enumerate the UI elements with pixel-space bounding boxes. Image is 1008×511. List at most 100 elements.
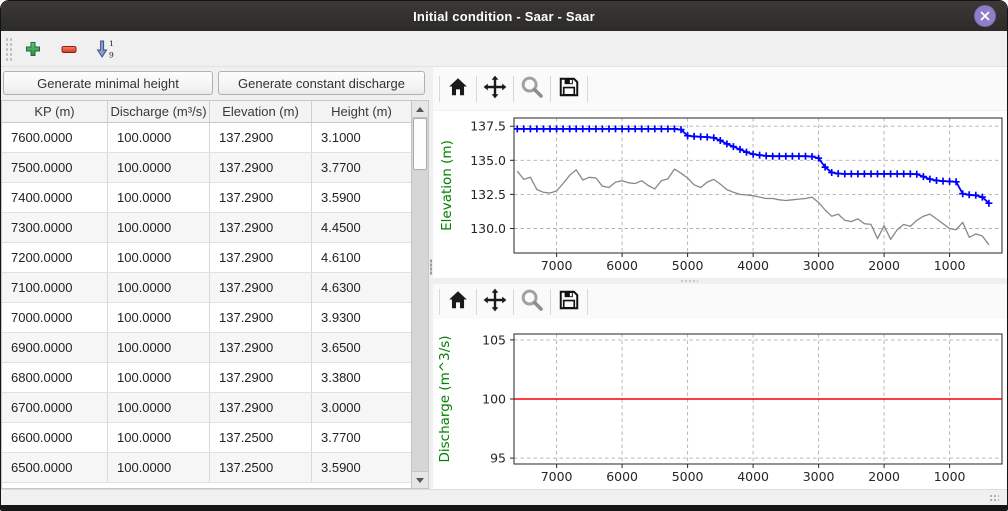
table-cell[interactable]: 6600.0000 [2,423,108,452]
table-cell[interactable]: 100.0000 [108,243,210,272]
table-cell[interactable]: 6900.0000 [2,333,108,362]
save-icon [558,76,580,101]
column-header[interactable]: Elevation (m) [210,101,312,122]
save-button[interactable] [551,73,587,105]
home-button[interactable] [440,286,476,318]
pan-button[interactable] [477,73,513,105]
remove-icon [60,40,78,58]
table-cell[interactable]: 100.0000 [108,123,210,152]
table-cell[interactable]: 7100.0000 [2,273,108,302]
table-cell[interactable]: 4.6300 [312,273,412,302]
column-header[interactable]: Height (m) [312,101,412,122]
toolbar-separator [587,289,588,315]
generate-minimal-height-button[interactable]: Generate minimal height [3,71,213,95]
table-cell[interactable]: 7400.0000 [2,183,108,212]
table-cell[interactable]: 4.6100 [312,243,412,272]
table-cell[interactable]: 7600.0000 [2,123,108,152]
table-cell[interactable]: 100.0000 [108,333,210,362]
table-cell[interactable]: 137.2900 [210,393,312,422]
table-row: 7600.0000100.0000137.29003.1000 [2,123,412,153]
table-cell[interactable]: 137.2900 [210,153,312,182]
table-header-row: KP (m)Discharge (m³/s)Elevation (m)Heigh… [2,101,412,123]
close-button[interactable] [974,5,996,27]
column-header[interactable]: Discharge (m³/s) [108,101,210,122]
resize-grip[interactable] [989,494,999,503]
table-cell[interactable]: 137.2900 [210,363,312,392]
table-cell[interactable]: 7200.0000 [2,243,108,272]
table-cell[interactable]: 6500.0000 [2,453,108,482]
table-cell[interactable]: 100.0000 [108,453,210,482]
save-icon [558,289,580,314]
svg-text:7000: 7000 [541,469,573,484]
arrow-up-icon [416,107,424,112]
table-cell[interactable]: 3.9300 [312,303,412,332]
discharge-chart-canvas[interactable]: 700060005000400030002000100010510095Disc… [433,319,1007,489]
table-cell[interactable]: 3.7700 [312,423,412,452]
table-cell[interactable]: 100.0000 [108,183,210,212]
svg-text:105: 105 [482,332,506,347]
table-cell[interactable]: 100.0000 [108,363,210,392]
table-cell[interactable]: 7300.0000 [2,213,108,242]
table-row: 7400.0000100.0000137.29003.5900 [2,183,412,213]
pan-button[interactable] [477,286,513,318]
zoom-button[interactable] [514,286,550,318]
table-cell[interactable]: 3.7700 [312,153,412,182]
table-cell[interactable]: 137.2900 [210,273,312,302]
table-cell[interactable]: 100.0000 [108,273,210,302]
svg-text:100: 100 [482,392,506,407]
svg-text:9: 9 [109,50,114,59]
table-cell[interactable]: 7000.0000 [2,303,108,332]
table-cell[interactable]: 137.2500 [210,423,312,452]
save-button[interactable] [551,286,587,318]
table-cell[interactable]: 6700.0000 [2,393,108,422]
table-cell[interactable]: 100.0000 [108,303,210,332]
table-cell[interactable]: 100.0000 [108,393,210,422]
table-cell[interactable]: 6800.0000 [2,363,108,392]
table-cell[interactable]: 100.0000 [108,423,210,452]
titlebar: Initial condition - Saar - Saar [1,1,1007,31]
table-cell[interactable]: 3.5900 [312,453,412,482]
table-cell[interactable]: 7500.0000 [2,153,108,182]
scroll-up-button[interactable] [412,101,428,118]
add-icon [24,40,42,58]
toolbar-drag-handle[interactable] [5,37,13,61]
table-cell[interactable]: 3.5900 [312,183,412,212]
elevation-chart-canvas[interactable]: 7000600050004000300020001000137.5135.013… [433,111,1007,278]
table-scrollbar[interactable] [411,101,428,488]
table-cell[interactable]: 137.2500 [210,453,312,482]
table-cell[interactable]: 100.0000 [108,213,210,242]
table-row: 7500.0000100.0000137.29003.7700 [2,153,412,183]
table-cell[interactable]: 137.2900 [210,123,312,152]
svg-text:4000: 4000 [737,258,769,273]
table-cell[interactable]: 3.6500 [312,333,412,362]
window-bottom-edge [1,505,1007,511]
table-cell[interactable]: 3.0000 [312,393,412,422]
table-cell[interactable]: 137.2900 [210,333,312,362]
scrollbar-thumb[interactable] [413,118,427,170]
table-cell[interactable]: 137.2900 [210,183,312,212]
home-button[interactable] [440,73,476,105]
scroll-down-button[interactable] [412,471,428,488]
add-row-button[interactable] [19,35,47,63]
arrow-down-icon [416,478,424,483]
svg-text:130.0: 130.0 [470,221,506,236]
table-cell[interactable]: 4.4500 [312,213,412,242]
remove-row-button[interactable] [55,35,83,63]
svg-text:95: 95 [490,451,506,466]
table-cell[interactable]: 137.2900 [210,303,312,332]
table-cell[interactable]: 137.2900 [210,243,312,272]
table-cell[interactable]: 100.0000 [108,153,210,182]
table-cell[interactable]: 137.2900 [210,213,312,242]
table-cell[interactable]: 3.1000 [312,123,412,152]
sort-rows-button[interactable]: 1 9 [91,35,119,63]
elevation-plot-toolbar [433,67,1007,111]
pan-icon [483,288,507,315]
svg-text:2000: 2000 [868,258,900,273]
svg-text:Discharge (m^3/s): Discharge (m^3/s) [437,335,453,462]
table-cell[interactable]: 3.3800 [312,363,412,392]
generate-constant-discharge-button[interactable]: Generate constant discharge [218,71,425,95]
right-panel: 7000600050004000300020001000137.5135.013… [433,67,1007,489]
discharge-plot-toolbar [433,284,1007,319]
zoom-button[interactable] [514,73,550,105]
column-header[interactable]: KP (m) [2,101,108,122]
